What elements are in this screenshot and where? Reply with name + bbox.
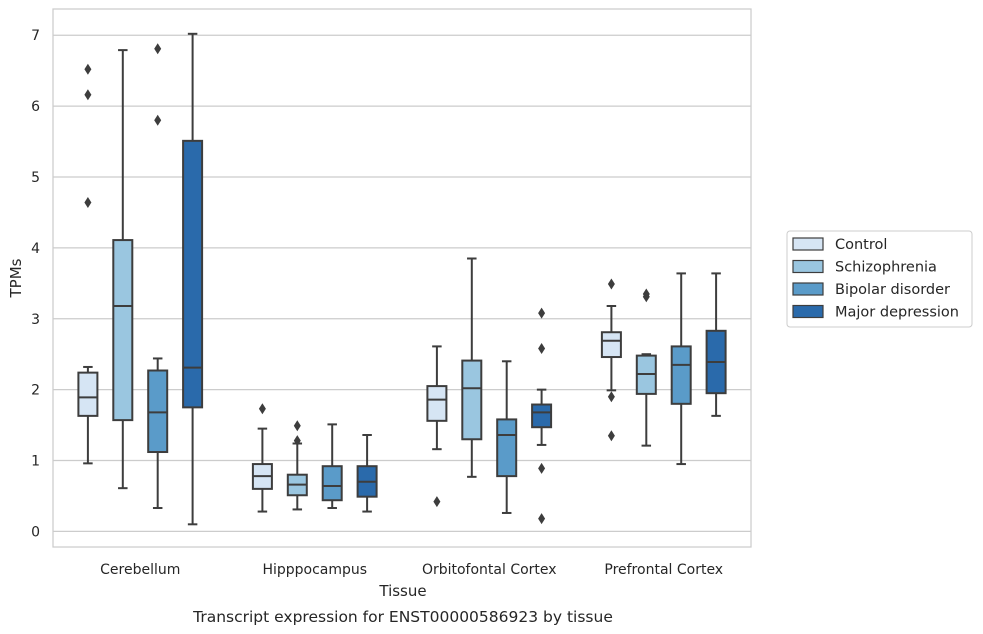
box-series [77,32,727,526]
legend-swatch [792,259,824,274]
legend: Control Schizophrenia Bipolar disorder Majo… [786,230,973,328]
y-tick-label: 0 [31,524,40,540]
y-gridlines [53,34,751,533]
x-tick-label: Orbitofontal Cortex [422,562,557,578]
legend-label: Bipolar disorder [835,282,950,298]
y-tick-label: 2 [31,383,40,399]
box-hipppocampus [251,403,273,513]
outlier-point [293,420,301,432]
iqr-box [461,359,483,441]
iqr-box [496,418,518,478]
box-prefrontal-cortex [635,288,657,447]
outlier-point [538,513,546,525]
y-tick-label: 5 [31,170,40,186]
x-tick-label: Hipppocampus [262,562,367,578]
legend-label: Major depression [835,305,959,321]
x-tick-labels: Cerebellum Hipppocampus Orbitofontal Corte… [100,562,723,578]
outlier-point [258,403,266,415]
iqr-box [77,371,99,417]
outlier-point [642,288,650,300]
legend-swatch [792,304,824,319]
box-orbitofontal-cortex [531,307,553,525]
box-orbitofontal-cortex [461,257,483,478]
series-schizophrenia [112,49,657,511]
legend-label: Schizophrenia [835,260,937,276]
iqr-box [112,239,134,422]
outlier-point [84,89,92,101]
y-tick-label: 6 [31,99,40,115]
plot-area-frame [52,8,752,548]
box-prefrontal-cortex [600,278,622,442]
iqr-box [670,345,692,405]
iqr-box [426,385,448,422]
outlier-point [84,197,92,209]
outlier-point [538,343,546,355]
outlier-point [607,278,615,290]
y-tick-label: 3 [31,312,40,328]
outlier-point [293,435,301,447]
box-hipppocampus [321,423,343,510]
iqr-box [147,369,169,454]
y-tick-label: 1 [31,454,40,470]
box-orbitofontal-cortex [496,360,518,514]
y-axis-label: TPMs [7,258,25,298]
box-orbitofontal-cortex [426,345,448,508]
outlier-point [607,430,615,442]
box-cerebellum [77,63,99,465]
series-control [77,63,622,513]
x-tick-label: Prefrontal Cortex [604,562,723,578]
iqr-box [531,403,553,429]
box-cerebellum [147,43,169,510]
iqr-box [321,465,343,502]
series-bipolar-disorder [147,43,692,514]
box-hipppocampus [286,420,308,511]
legend-label: Control [835,237,887,253]
outlier-point [154,114,162,126]
series-major-depression [182,32,727,526]
y-tick-label: 4 [31,241,40,257]
box-prefrontal-cortex [705,272,727,417]
box-cerebellum [182,32,204,526]
chart-caption: Transcript expression for ENST0000058692… [192,608,613,626]
outlier-point [433,496,441,508]
box-prefrontal-cortex [670,272,692,466]
legend-frame [786,230,973,328]
box-hipppocampus [356,434,378,513]
x-tick-label: Cerebellum [100,562,180,578]
legend-swatch [792,282,824,296]
outlier-point [538,307,546,319]
iqr-box [182,139,204,409]
box-cerebellum [112,49,134,490]
outlier-point [154,43,162,55]
y-tick-labels: 0 1 2 3 4 5 6 7 [31,28,40,540]
outlier-point [607,391,615,403]
y-tick-label: 7 [31,28,40,44]
outlier-point [84,63,92,75]
iqr-box [600,331,622,359]
outlier-point [538,462,546,474]
legend-swatch [792,237,824,251]
x-axis-label: Tissue [378,582,426,600]
